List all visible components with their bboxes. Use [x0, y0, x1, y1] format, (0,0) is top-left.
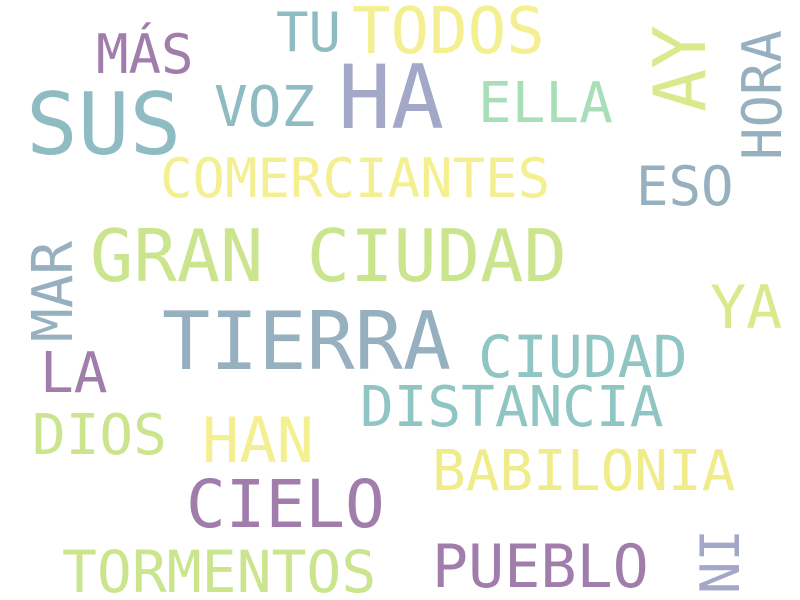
word-mar: MAR	[21, 240, 86, 342]
word-eso: ESO	[636, 155, 734, 218]
word-tu: TU	[276, 1, 342, 64]
word-sus: SUS	[26, 75, 182, 175]
word-distancia: DISTANCIA	[360, 375, 664, 440]
word-ella: ELLA	[478, 71, 613, 136]
word-dios: DIOS	[32, 403, 167, 468]
word-gran-ciudad: GRAN CIUDAD	[90, 214, 567, 298]
word-la: LA	[40, 341, 108, 406]
word-voz: VOZ	[214, 75, 316, 140]
word-ciudad-small: CIUDAD	[478, 323, 688, 391]
word-todos: TODOS	[352, 0, 545, 69]
word-mas: MÁS	[96, 23, 194, 86]
word-tormentos: TORMENTOS	[62, 538, 377, 600]
word-ha: HA	[338, 46, 444, 149]
word-comerciantes: COMERCIANTES	[160, 147, 551, 210]
word-babilonia: BABILONIA	[432, 439, 736, 504]
word-hora: HORA	[731, 29, 794, 160]
word-ay: AY	[638, 25, 722, 112]
word-han: HAN	[202, 404, 314, 477]
word-ya: YA	[710, 273, 783, 343]
word-ni: NI	[689, 528, 752, 594]
word-cielo: CIELO	[186, 466, 385, 543]
word-tierra: TIERRA	[162, 295, 451, 388]
word-pueblo: PUEBLO	[432, 532, 649, 600]
